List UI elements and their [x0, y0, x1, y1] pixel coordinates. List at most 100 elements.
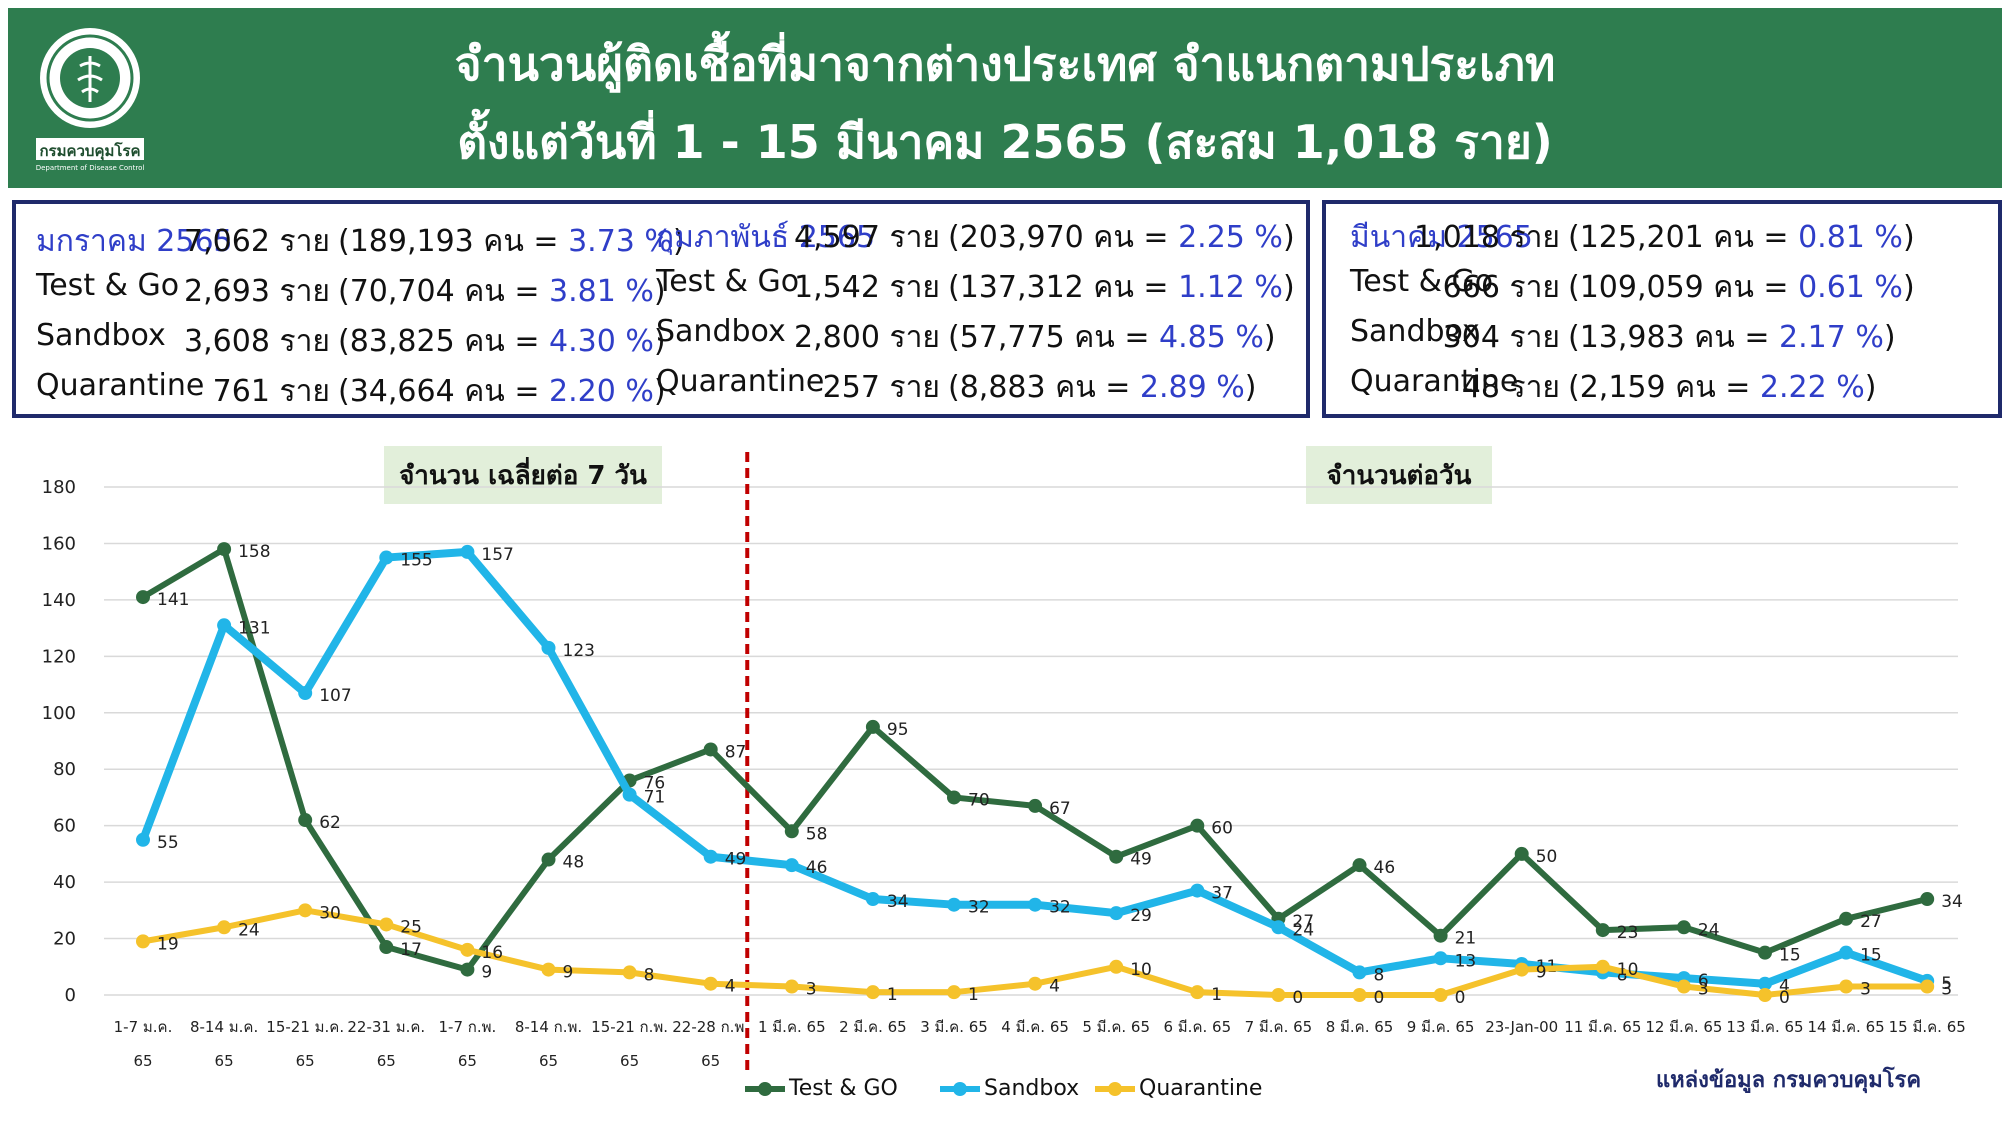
summary-label: Sandbox [1350, 314, 1480, 349]
data-point [1920, 973, 1935, 988]
y-tick-label: 80 [53, 759, 76, 780]
summary-population: (137,312 คน = 1.12 %) [948, 264, 1295, 311]
data-point [217, 618, 232, 633]
data-label: 67 [1049, 799, 1071, 819]
data-label: 8 [1617, 965, 1628, 985]
data-label: 49 [725, 850, 747, 870]
legend-marker [758, 1082, 772, 1096]
data-point [1676, 920, 1691, 935]
series-line-sandbox [139, 547, 1929, 988]
data-point [1758, 976, 1772, 991]
legend-swatch [1095, 1082, 1135, 1096]
data-label: 24 [238, 920, 260, 940]
summary-label: Quarantine [1350, 364, 1519, 399]
data-point [298, 903, 313, 918]
data-label: 23 [1617, 923, 1639, 943]
data-point [784, 979, 799, 994]
header-banner: กรมควบคุมโรค Department of Disease Contr… [8, 8, 2002, 188]
data-point [1514, 846, 1529, 861]
legend-item: Quarantine [1095, 1076, 1262, 1101]
summary-close-paren: ) [653, 374, 666, 409]
data-label: 10 [1130, 960, 1152, 980]
data-point [865, 892, 880, 907]
summary-close-paren: ) [1902, 270, 1915, 305]
data-label: 76 [644, 774, 666, 794]
data-point [1433, 951, 1448, 966]
data-label: 70 [968, 790, 990, 810]
x-tick-label: 8 มี.ค. 65 [1326, 1018, 1394, 1036]
x-tick-label: 23-Jan-00 [1485, 1018, 1558, 1036]
data-label: 155 [400, 551, 432, 571]
data-point [947, 897, 961, 912]
data-point [1839, 911, 1854, 926]
avg-7day-label: จำนวน เฉลี่ยต่อ 7 วัน [384, 446, 662, 504]
summary-count: 4,597 ราย [794, 220, 940, 255]
data-point [379, 550, 394, 565]
data-label: 27 [1292, 912, 1314, 932]
data-label: 49 [1130, 850, 1152, 870]
data-label: 48 [563, 853, 585, 873]
x-tick-label-year: 65 [539, 1052, 558, 1070]
summary-population-text: (2,159 คน = [1568, 370, 1760, 405]
data-point [1758, 945, 1772, 960]
data-point [622, 965, 637, 980]
y-tick-label: 100 [42, 703, 76, 724]
data-label: 131 [238, 618, 270, 638]
summary-population-text: (34,664 คน = [338, 374, 549, 409]
x-tick-label: 4 มี.ค. 65 [1001, 1018, 1069, 1036]
legend-label: Sandbox [984, 1076, 1080, 1101]
data-point [1190, 818, 1205, 833]
data-point [1352, 965, 1367, 980]
data-point [1920, 979, 1935, 994]
legend-item: Test & GO [745, 1076, 898, 1101]
summary-percent: 2.25 % [1178, 220, 1283, 255]
data-point [217, 542, 232, 557]
data-point [1190, 883, 1205, 898]
data-point [703, 742, 718, 757]
summary-percent: 3.73 % [568, 224, 673, 259]
data-point [460, 962, 475, 977]
summary-population-text: (13,983 คน = [1568, 320, 1779, 355]
data-point [1028, 798, 1043, 813]
data-label: 6 [1698, 971, 1709, 991]
data-label: 3 [806, 980, 817, 1000]
summary-population: (189,193 คน = 3.73 %) [338, 218, 685, 265]
data-label: 60 [1211, 819, 1233, 839]
data-label: 107 [319, 686, 351, 706]
x-tick-label: 1 มี.ค. 65 [758, 1018, 826, 1036]
data-point [622, 787, 637, 802]
data-label: 58 [806, 824, 828, 844]
summary-population: (83,825 คน = 4.30 %) [338, 318, 666, 365]
data-point [947, 790, 961, 805]
data-point [1109, 959, 1124, 974]
summary-label: Test & Go [656, 264, 800, 299]
summary-label: มกราคม 2565 [36, 224, 233, 259]
ddc-logo: กรมควบคุมโรค Department of Disease Contr… [30, 20, 150, 176]
data-label: 34 [887, 892, 909, 912]
summary-population: (13,983 คน = 2.17 %) [1568, 314, 1896, 361]
summary-label: Test & Go [1350, 264, 1494, 299]
data-point [1758, 988, 1772, 1002]
data-point [1271, 920, 1286, 935]
summary-population: (203,970 คน = 2.25 %) [948, 214, 1295, 261]
summary-population-text: (203,970 คน = [948, 220, 1179, 255]
summary-label: Quarantine [656, 364, 825, 399]
data-point [541, 962, 556, 977]
summary-population: (125,201 คน = 0.81 %) [1568, 214, 1915, 261]
x-tick-label: 22-31 ม.ค. [347, 1018, 425, 1036]
data-label: 17 [400, 940, 422, 960]
data-label: 1 [1211, 985, 1222, 1005]
summary-close-paren: ) [1282, 270, 1295, 305]
x-tick-label: 3 มี.ค. 65 [920, 1018, 988, 1036]
summary-population-text: (57,775 คน = [948, 320, 1159, 355]
x-tick-label: 22-28 ก.พ. [672, 1018, 749, 1036]
data-point [136, 590, 150, 605]
summary-population-text: (83,825 คน = [338, 324, 549, 359]
summary-percent: 3.81 % [549, 274, 654, 309]
data-label: 32 [1049, 898, 1071, 918]
summary-count: 3,608 ราย [184, 324, 330, 359]
y-tick-label: 20 [53, 929, 76, 950]
data-label: 25 [400, 917, 422, 937]
x-tick-label: 1-7 ม.ค. [114, 1018, 173, 1036]
data-point [784, 824, 799, 839]
